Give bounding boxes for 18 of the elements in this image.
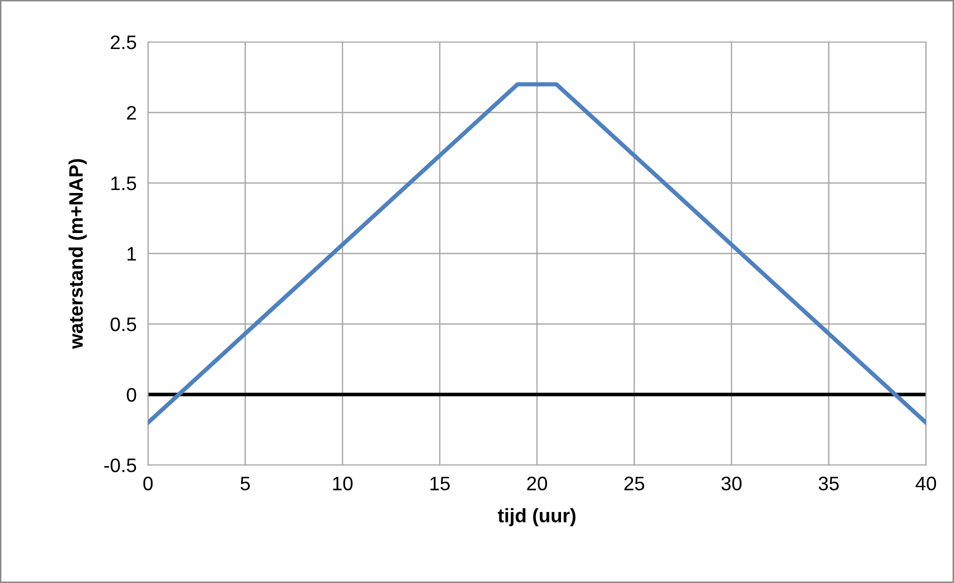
x-tick-label: 0 xyxy=(143,476,153,490)
y-tick-label: 1.5 xyxy=(111,176,136,190)
x-tick-label: 10 xyxy=(333,476,353,490)
x-axis-title: tijd (uur) xyxy=(498,508,576,526)
y-axis-title: waterstand (m+NAP) xyxy=(68,159,87,349)
y-tick-label: -0.5 xyxy=(104,458,136,472)
x-tick-label: 30 xyxy=(721,476,742,490)
x-tick-label: 20 xyxy=(527,476,548,490)
x-tick-label: 40 xyxy=(916,476,936,490)
x-tick-label: 25 xyxy=(624,476,644,490)
y-tick-label: 0.5 xyxy=(110,317,136,332)
x-tick-label: 35 xyxy=(818,476,839,490)
y-tick-label: 2.5 xyxy=(110,35,136,50)
y-tick-label: 2 xyxy=(127,106,136,120)
x-tick-label: 5 xyxy=(240,476,250,490)
y-tick-label: 1 xyxy=(128,247,136,261)
x-tick-label: 15 xyxy=(430,476,450,490)
y-tick-label: 0 xyxy=(126,388,136,402)
